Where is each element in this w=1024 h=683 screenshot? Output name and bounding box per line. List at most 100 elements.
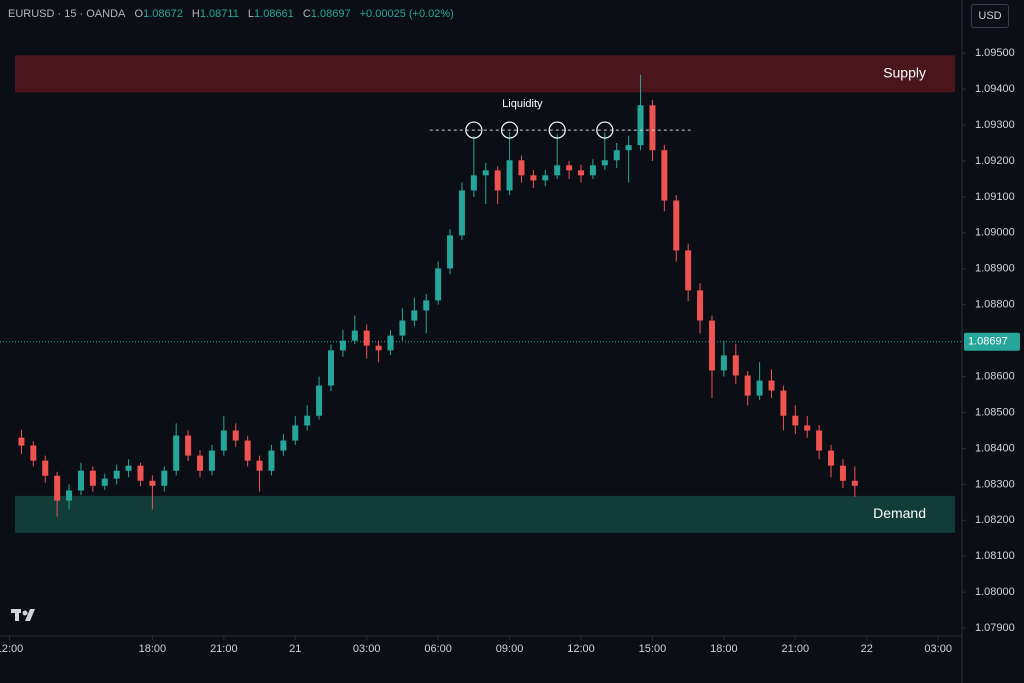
candle-body	[66, 490, 73, 501]
candle-body	[494, 170, 501, 191]
candle-body	[542, 175, 549, 181]
x-tick-label: 18:00	[710, 643, 738, 655]
liquidity-circle	[465, 121, 483, 139]
candle-body	[42, 460, 49, 476]
candle-body	[697, 290, 704, 321]
liquidity-circle	[548, 121, 566, 139]
candle-body	[756, 380, 763, 396]
legend-header: EURUSD · 15 · OANDA O1.08672 H1.08711 L1…	[8, 8, 460, 20]
liquidity-circle	[500, 121, 519, 139]
candle-body	[387, 335, 394, 351]
candle-body	[458, 190, 465, 236]
x-tick-label: 03:00	[353, 643, 381, 655]
symbol: EURUSD · 15 · OANDA	[8, 8, 126, 20]
candle-body	[518, 160, 525, 176]
candle-body	[280, 440, 287, 451]
liquidity-circle	[596, 121, 614, 139]
candle-body	[661, 150, 668, 201]
candle-body	[101, 478, 108, 486]
ohlc-value: 1.08711	[199, 8, 239, 20]
candle-body	[244, 440, 251, 461]
x-tick-label: 18:00	[139, 643, 167, 655]
candle-body	[506, 160, 513, 191]
candle-body	[780, 390, 787, 416]
candle-body	[304, 415, 311, 426]
ohlc-key: L	[247, 8, 255, 20]
candle-body	[685, 250, 692, 291]
candle-body	[649, 105, 656, 151]
candle-body	[18, 437, 25, 446]
y-tick-label: 1.09300	[975, 119, 1015, 131]
y-tick-label: 1.07900	[975, 622, 1015, 634]
candle-body	[268, 450, 275, 471]
candle-body	[77, 470, 84, 491]
tv-logo	[11, 609, 35, 621]
liquidity-label: Liquidity	[502, 98, 543, 110]
candle-body	[720, 355, 727, 371]
candle-body	[601, 160, 608, 166]
zone-label: Supply	[883, 65, 926, 81]
candle-body	[828, 450, 835, 466]
candle-body	[482, 170, 489, 176]
candle-body	[220, 430, 227, 451]
y-tick-label: 1.08300	[975, 478, 1015, 490]
y-tick-label: 1.08800	[975, 299, 1015, 311]
candle-body	[316, 385, 323, 416]
x-tick-label: 22	[861, 643, 873, 655]
candle-body	[637, 105, 644, 146]
currency-button[interactable]: USD	[971, 4, 1009, 28]
y-tick-label: 1.09000	[975, 227, 1015, 239]
zone	[15, 55, 955, 93]
candle-body	[185, 435, 192, 456]
y-tick-label: 1.09100	[975, 191, 1015, 203]
candle-body	[768, 380, 775, 391]
candle-body	[173, 435, 180, 471]
candle-body	[447, 235, 454, 269]
x-tick-label: 03:00	[924, 643, 952, 655]
candle-body	[411, 310, 418, 321]
candle-body	[804, 425, 811, 431]
change: +0.00025 (+0.02%)	[359, 8, 454, 20]
ohlc-key: C	[302, 8, 311, 20]
last-price-label: 1.08697	[968, 336, 1008, 348]
candle-body	[613, 150, 620, 161]
candle-body	[161, 470, 168, 486]
candle-body	[30, 445, 37, 461]
candle-body	[435, 268, 442, 301]
candle-body	[375, 345, 382, 351]
candle-body	[351, 330, 358, 341]
candle-body	[470, 175, 477, 191]
y-tick-label: 1.09200	[975, 155, 1015, 167]
candle-body	[530, 175, 537, 181]
x-tick-label: 21:00	[782, 643, 810, 655]
x-tick-label: 09:00	[496, 643, 524, 655]
ohlc-value: 1.08697	[310, 8, 351, 20]
candle-body	[566, 165, 573, 171]
candle-body	[125, 465, 132, 471]
candle-body	[578, 170, 585, 176]
x-tick-label: 15:00	[639, 643, 667, 655]
candle-body	[89, 470, 96, 486]
candle-body	[673, 200, 680, 251]
ohlc-value: 1.08661	[254, 8, 294, 20]
candle-body	[399, 320, 406, 336]
candle-body	[554, 165, 561, 176]
x-tick-label: 21:00	[210, 643, 238, 655]
x-tick-label: 21	[289, 643, 301, 655]
candle-body	[708, 320, 715, 371]
candle-body	[327, 350, 334, 386]
candle-body	[339, 340, 346, 351]
candle-body	[625, 145, 632, 151]
candle-body	[792, 415, 799, 426]
y-tick-label: 1.09500	[975, 47, 1015, 59]
x-tick-label: 12:00	[0, 643, 23, 655]
y-tick-label: 1.08200	[975, 514, 1015, 526]
candle-body	[744, 375, 751, 396]
zone-label: Demand	[873, 505, 926, 521]
candle-body	[197, 455, 204, 471]
y-tick-label: 1.08100	[975, 550, 1015, 562]
y-tick-label: 1.08400	[975, 442, 1015, 454]
candle-body	[839, 465, 846, 481]
